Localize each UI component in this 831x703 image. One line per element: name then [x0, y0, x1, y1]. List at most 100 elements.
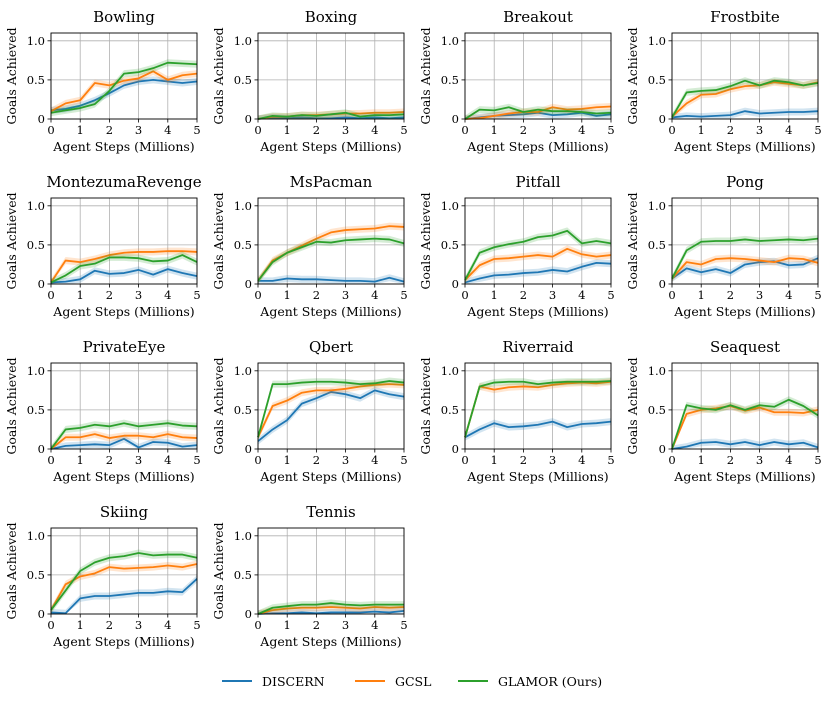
x-tick-label: 2 [106, 123, 113, 137]
series-line-gcsl [50, 433, 198, 450]
x-tick-label: 0 [461, 288, 468, 302]
y-tick-label: 0.5 [648, 238, 666, 252]
series-line-gcsl [671, 81, 819, 118]
axes-frame [464, 32, 612, 120]
x-tick-label: 5 [607, 123, 614, 137]
x-tick-label: 4 [164, 618, 171, 632]
x-tick-label: 1 [698, 123, 705, 137]
x-tick-label: 5 [607, 453, 614, 467]
x-tick-label: 3 [135, 123, 142, 137]
legend-line-gcsl [355, 680, 385, 682]
x-tick-label: 4 [371, 453, 378, 467]
x-tick-label: 2 [106, 453, 113, 467]
y-tick-label: 0 [38, 277, 45, 291]
series-band-discern [465, 418, 611, 441]
x-tick-label: 1 [284, 618, 291, 632]
x-tick-label: 4 [371, 123, 378, 137]
series-line-glamor-ours [50, 254, 198, 284]
x-tick-label: 2 [106, 618, 113, 632]
series-band-discern [51, 265, 197, 284]
x-axis-label: Agent Steps (Millions) [466, 469, 608, 484]
series-line-discern [671, 257, 819, 280]
series-line-glamor-ours [257, 237, 405, 282]
y-axis-label: Goals Achieved [4, 522, 19, 619]
subplot-pong: 0 1 2 3 4 5 0 0.5 1.0 Pong Agent Steps (Millions) G… [625, 173, 822, 319]
y-axis-label: Goals Achieved [4, 357, 19, 454]
series-band-gcsl [465, 378, 611, 441]
y-tick-label: 0.5 [234, 568, 252, 582]
x-tick-label: 4 [371, 288, 378, 302]
x-tick-label: 1 [284, 123, 291, 137]
y-tick-label: 0 [38, 607, 45, 621]
axes-frame [50, 32, 198, 120]
series-line-discern [258, 276, 405, 283]
x-tick-label: 5 [400, 288, 407, 302]
y-tick-label: 0 [659, 442, 666, 456]
x-tick-label: 3 [135, 453, 142, 467]
x-tick-label: 0 [47, 453, 54, 467]
y-axis-label: Goals Achieved [4, 192, 19, 289]
x-tick-label: 3 [549, 123, 556, 137]
x-tick-label: 5 [193, 453, 200, 467]
subplot-tennis: 0 1 2 3 4 5 0 0.5 1.0 Tennis Agent Steps (Millions… [211, 503, 408, 649]
subplot-title: MsPacman [290, 173, 373, 191]
series-line-discern [50, 268, 198, 284]
x-tick-label: 1 [77, 288, 84, 302]
y-tick-label: 0.5 [648, 73, 666, 87]
series-band-glamor-ours [51, 251, 197, 284]
series-band-discern [672, 107, 818, 119]
y-axis-label: Goals Achieved [625, 27, 640, 124]
y-tick-label: 0.5 [234, 403, 252, 417]
axes-frame [257, 197, 405, 285]
subplot-bowling: 0 1 2 3 4 5 0 0.5 1.0 Bowling Agent Steps (Million… [4, 8, 201, 154]
y-axis-label: Goals Achieved [211, 27, 226, 124]
y-axis-label: Goals Achieved [211, 522, 226, 619]
subplot-mspacman: 0 1 2 3 4 5 0 0.5 1.0 MsPacman Agent Steps (Millio… [211, 173, 408, 319]
subplot-skiing: 0 1 2 3 4 5 0 0.5 1.0 Skiing Agent Steps (Millions… [4, 503, 201, 649]
x-tick-label: 0 [461, 453, 468, 467]
x-axis-label: Agent Steps (Millions) [259, 304, 401, 319]
subplot-title: Boxing [305, 8, 358, 26]
x-tick-label: 1 [77, 123, 84, 137]
y-tick-label: 0.5 [234, 238, 252, 252]
y-tick-label: 1.0 [441, 364, 459, 378]
y-tick-label: 0 [452, 277, 459, 291]
x-tick-label: 1 [284, 453, 291, 467]
x-tick-label: 4 [785, 453, 792, 467]
x-tick-label: 4 [785, 288, 792, 302]
subplot-title: Breakout [503, 8, 573, 26]
x-tick-label: 0 [254, 453, 261, 467]
series-band-glamor-ours [465, 377, 611, 441]
axes-frame [464, 362, 612, 450]
y-axis-label: Goals Achieved [211, 192, 226, 289]
x-tick-label: 1 [698, 288, 705, 302]
series-line-glamor-ours [671, 79, 819, 118]
x-tick-label: 3 [135, 618, 142, 632]
series-line-glamor-ours [671, 237, 819, 279]
x-tick-label: 2 [313, 123, 320, 137]
y-tick-label: 1.0 [234, 199, 252, 213]
y-tick-label: 1.0 [648, 364, 666, 378]
y-tick-label: 1.0 [27, 529, 45, 543]
series-line-glamor-ours [257, 111, 405, 120]
series-line-glamor-ours [671, 398, 819, 450]
subplot-title: PrivateEye [83, 338, 166, 356]
subplot-title: Pitfall [515, 173, 560, 191]
x-tick-label: 3 [549, 288, 556, 302]
x-axis-label: Agent Steps (Millions) [673, 139, 815, 154]
x-tick-label: 2 [313, 618, 320, 632]
x-tick-label: 0 [461, 123, 468, 137]
legend-item-glamor: GLAMOR (Ours) [458, 668, 602, 694]
series-line-gcsl [464, 247, 612, 281]
y-tick-label: 0.5 [27, 403, 45, 417]
y-tick-label: 0 [659, 277, 666, 291]
x-tick-label: 0 [254, 123, 261, 137]
series-band-glamor-ours [51, 549, 197, 614]
axes-frame [671, 362, 819, 450]
y-tick-label: 1.0 [648, 199, 666, 213]
subplot-title: Tennis [306, 503, 356, 521]
x-tick-label: 3 [342, 618, 349, 632]
y-tick-label: 0.5 [27, 73, 45, 87]
series-band-glamor-ours [258, 599, 404, 614]
subplot-title: Pong [726, 173, 764, 191]
